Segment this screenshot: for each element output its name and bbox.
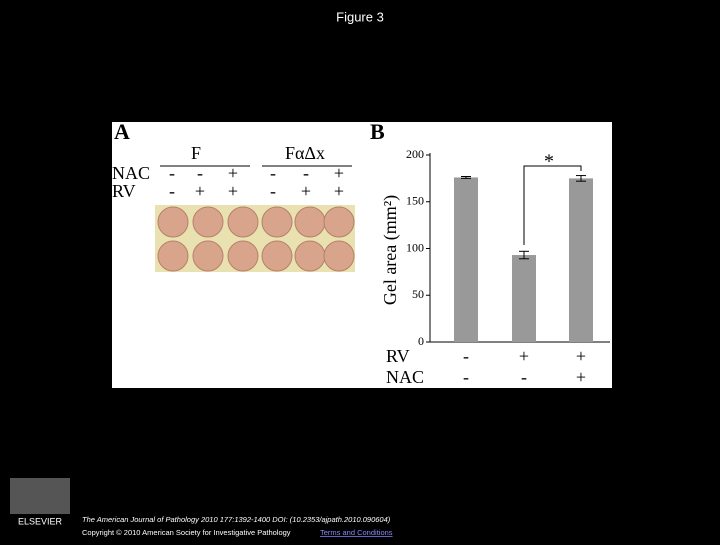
logo-tree — [10, 478, 70, 514]
group-label: FαΔx — [285, 143, 325, 163]
significance-star: * — [544, 151, 554, 173]
wells — [157, 206, 355, 272]
y-tick-label: 200 — [406, 147, 424, 161]
row-label: NAC — [386, 367, 424, 387]
copyright: Copyright © 2010 American Society for In… — [82, 528, 291, 537]
error-bar — [576, 175, 586, 182]
row-label: NAC — [112, 163, 150, 183]
sign: + — [519, 346, 529, 366]
sign: - — [270, 181, 276, 201]
error-bar — [519, 250, 529, 260]
group-label: F — [191, 143, 201, 163]
well — [261, 206, 293, 238]
y-tick-label: 50 — [412, 287, 424, 301]
condition-rows: NAC - - + - - +RV - + + - + + — [112, 163, 344, 201]
sign: + — [228, 163, 238, 183]
sign: - — [521, 367, 527, 387]
bar — [569, 178, 593, 342]
well — [157, 240, 189, 272]
y-tick-label: 0 — [418, 334, 424, 348]
publisher-logo: ELSEVIER — [18, 516, 63, 526]
error-bar — [461, 176, 471, 179]
terms-link[interactable]: Terms and Conditions — [320, 528, 393, 537]
sign: - — [270, 163, 276, 183]
sign: - — [197, 163, 203, 183]
y-tick-label: 150 — [406, 194, 424, 208]
well — [294, 206, 326, 238]
sign: - — [169, 163, 175, 183]
sign: + — [576, 367, 586, 387]
bar — [512, 255, 536, 342]
panel-label: A — [114, 119, 130, 144]
sign: - — [463, 367, 469, 387]
bar — [454, 177, 478, 342]
y-tick-label: 100 — [406, 240, 424, 254]
well — [192, 240, 224, 272]
sign: + — [334, 181, 344, 201]
sign: + — [334, 163, 344, 183]
y-axis-label: Gel area (mm²) — [380, 195, 401, 305]
significance-bracket — [523, 165, 582, 245]
row-label: RV — [386, 346, 410, 366]
well — [157, 206, 189, 238]
well — [227, 206, 259, 238]
sign: - — [463, 346, 469, 366]
row-label: RV — [112, 181, 136, 201]
panel-label: B — [370, 119, 385, 144]
well — [261, 240, 293, 272]
well — [192, 206, 224, 238]
slide-title: Figure 3 — [336, 9, 384, 24]
sign: + — [228, 181, 238, 201]
sign: + — [576, 346, 586, 366]
sign: + — [301, 181, 311, 201]
sign: - — [303, 163, 309, 183]
well — [227, 240, 259, 272]
well — [323, 206, 355, 238]
well — [323, 240, 355, 272]
sign: + — [195, 181, 205, 201]
sign: - — [169, 181, 175, 201]
citation: The American Journal of Pathology 2010 1… — [82, 515, 391, 524]
well — [294, 240, 326, 272]
